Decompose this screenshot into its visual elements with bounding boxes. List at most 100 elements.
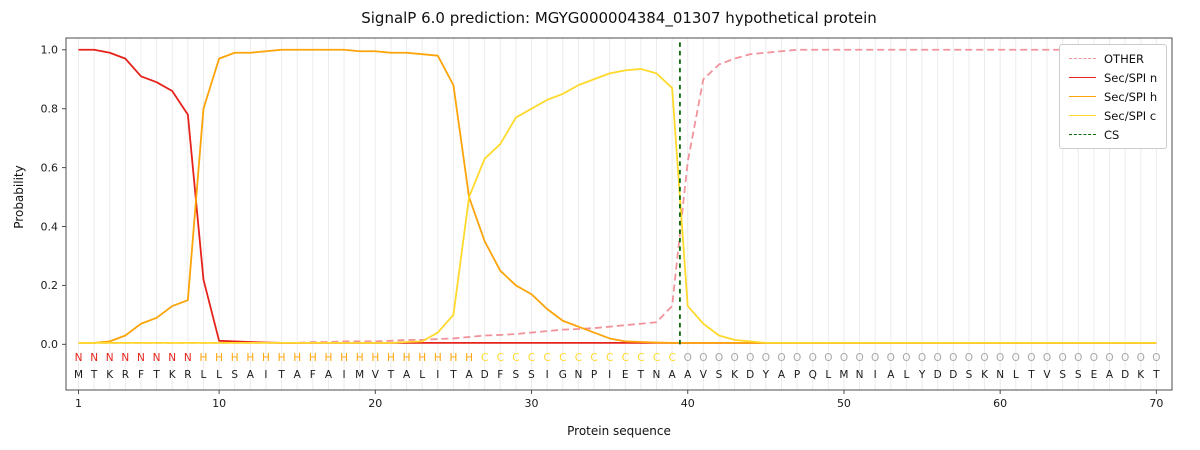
sequence-letter: T [449, 369, 457, 381]
region-letter: N [168, 352, 176, 364]
sequence-letter: L [825, 369, 831, 381]
x-axis-label: Protein sequence [567, 424, 671, 438]
y-tick-label: 1.0 [41, 44, 59, 57]
region-letter: O [949, 352, 957, 364]
region-letter: H [293, 352, 301, 364]
region-letter: H [403, 352, 411, 364]
region-letter: C [668, 352, 675, 364]
region-letter: O [777, 352, 785, 364]
region-letter: C [512, 352, 519, 364]
plot-border [65, 37, 1173, 391]
sequence-letter: L [216, 369, 222, 381]
region-letter: N [106, 352, 114, 364]
sequence-letter: Y [918, 369, 926, 381]
sequence-letter: A [684, 369, 692, 381]
sequence-letter: I [546, 369, 549, 381]
region-letter: H [465, 352, 473, 364]
region-letter: O [1152, 352, 1160, 364]
sequence-letter: I [608, 369, 611, 381]
legend-line-sec-spi-h [1069, 96, 1096, 97]
y-tick-label: 0.2 [41, 279, 59, 292]
y-tick-label: 0.0 [41, 338, 59, 351]
legend-label-sec-spi-n: Sec/SPI n [1104, 70, 1158, 85]
series-other [78, 48, 1157, 344]
x-tick-label: 50 [837, 397, 851, 410]
region-letter: H [262, 352, 270, 364]
sequence-letter: M [355, 369, 364, 381]
sequence-letter: K [1137, 369, 1145, 381]
sequence-letter: S [966, 369, 973, 381]
x-tick-label: 1 [75, 397, 82, 410]
sequence-letter: N [653, 369, 661, 381]
sequence-letter: M [74, 369, 83, 381]
sequence-letter: A [294, 369, 302, 381]
sequence-letter: F [310, 369, 316, 381]
legend-item-sec-spi-h: Sec/SPI h [1069, 90, 1157, 104]
region-letter: O [715, 352, 723, 364]
region-letter: N [75, 352, 83, 364]
sequence-letter: K [981, 369, 989, 381]
sequence-letter: F [497, 369, 503, 381]
sequence-letter: V [700, 369, 708, 381]
sequence-letter: A [778, 369, 786, 381]
region-letter: O [1012, 352, 1020, 364]
sequence-letter: K [731, 369, 739, 381]
region-letter: H [278, 352, 286, 364]
region-letter: H [246, 352, 254, 364]
legend-item-cs: CS [1069, 127, 1157, 142]
sequence-letter: R [122, 369, 129, 381]
y-tick-label: 0.6 [41, 161, 59, 174]
legend-item-sec-spi-n: Sec/SPI n [1069, 70, 1158, 85]
sequence-letter: T [277, 369, 285, 381]
region-letter: C [606, 352, 613, 364]
legend-label-other: OTHER [1104, 51, 1144, 66]
region-letter: O [1105, 352, 1113, 364]
region-letter: O [1074, 352, 1082, 364]
region-letter: N [121, 352, 129, 364]
sequence-letter: S [528, 369, 535, 381]
region-letter: O [746, 352, 754, 364]
region-letter: O [1027, 352, 1035, 364]
sequence-letter: D [949, 369, 957, 381]
sequence-letter: A [465, 369, 473, 381]
sequence-letter: V [1043, 369, 1051, 381]
region-letter: O [840, 352, 848, 364]
region-letter: H [200, 352, 208, 364]
region-letter: O [762, 352, 770, 364]
sequence-letter: I [436, 369, 439, 381]
series-sec-spi-c [78, 68, 1157, 344]
region-letter: H [434, 352, 442, 364]
legend-line-sec-spi-c [1069, 115, 1096, 116]
region-letter: H [340, 352, 348, 364]
legend-label-cs: CS [1104, 127, 1120, 142]
sequence-letter: A [247, 369, 255, 381]
x-tick-label: 70 [1149, 397, 1163, 410]
sequence-letter: M [839, 369, 848, 381]
region-letter: O [855, 352, 863, 364]
x-tick-label: 30 [525, 397, 539, 410]
sequence-letter: T [1027, 369, 1035, 381]
region-letter: H [231, 352, 239, 364]
region-letter: N [184, 352, 192, 364]
legend-line-cs [1069, 134, 1096, 135]
sequence-letter: V [372, 369, 380, 381]
region-letter: O [996, 352, 1004, 364]
sequence-letter: L [419, 369, 425, 381]
region-letter: O [684, 352, 692, 364]
sequence-letter: D [1121, 369, 1129, 381]
sequence-letter: L [201, 369, 207, 381]
sequence-letter: N [574, 369, 582, 381]
sequence-letter: E [622, 369, 629, 381]
region-letter: C [622, 352, 629, 364]
chart-title: SignalP 6.0 prediction: MGYG000004384_01… [361, 9, 877, 27]
sequence-letter: S [1059, 369, 1066, 381]
region-letter: H [309, 352, 317, 364]
sequence-letter: I [264, 369, 267, 381]
region-letter: O [980, 352, 988, 364]
sequence-letter: D [934, 369, 942, 381]
sequence-letter: D [746, 369, 754, 381]
region-letter: O [793, 352, 801, 364]
sequence-letter: R [184, 369, 191, 381]
region-letter: O [1043, 352, 1051, 364]
